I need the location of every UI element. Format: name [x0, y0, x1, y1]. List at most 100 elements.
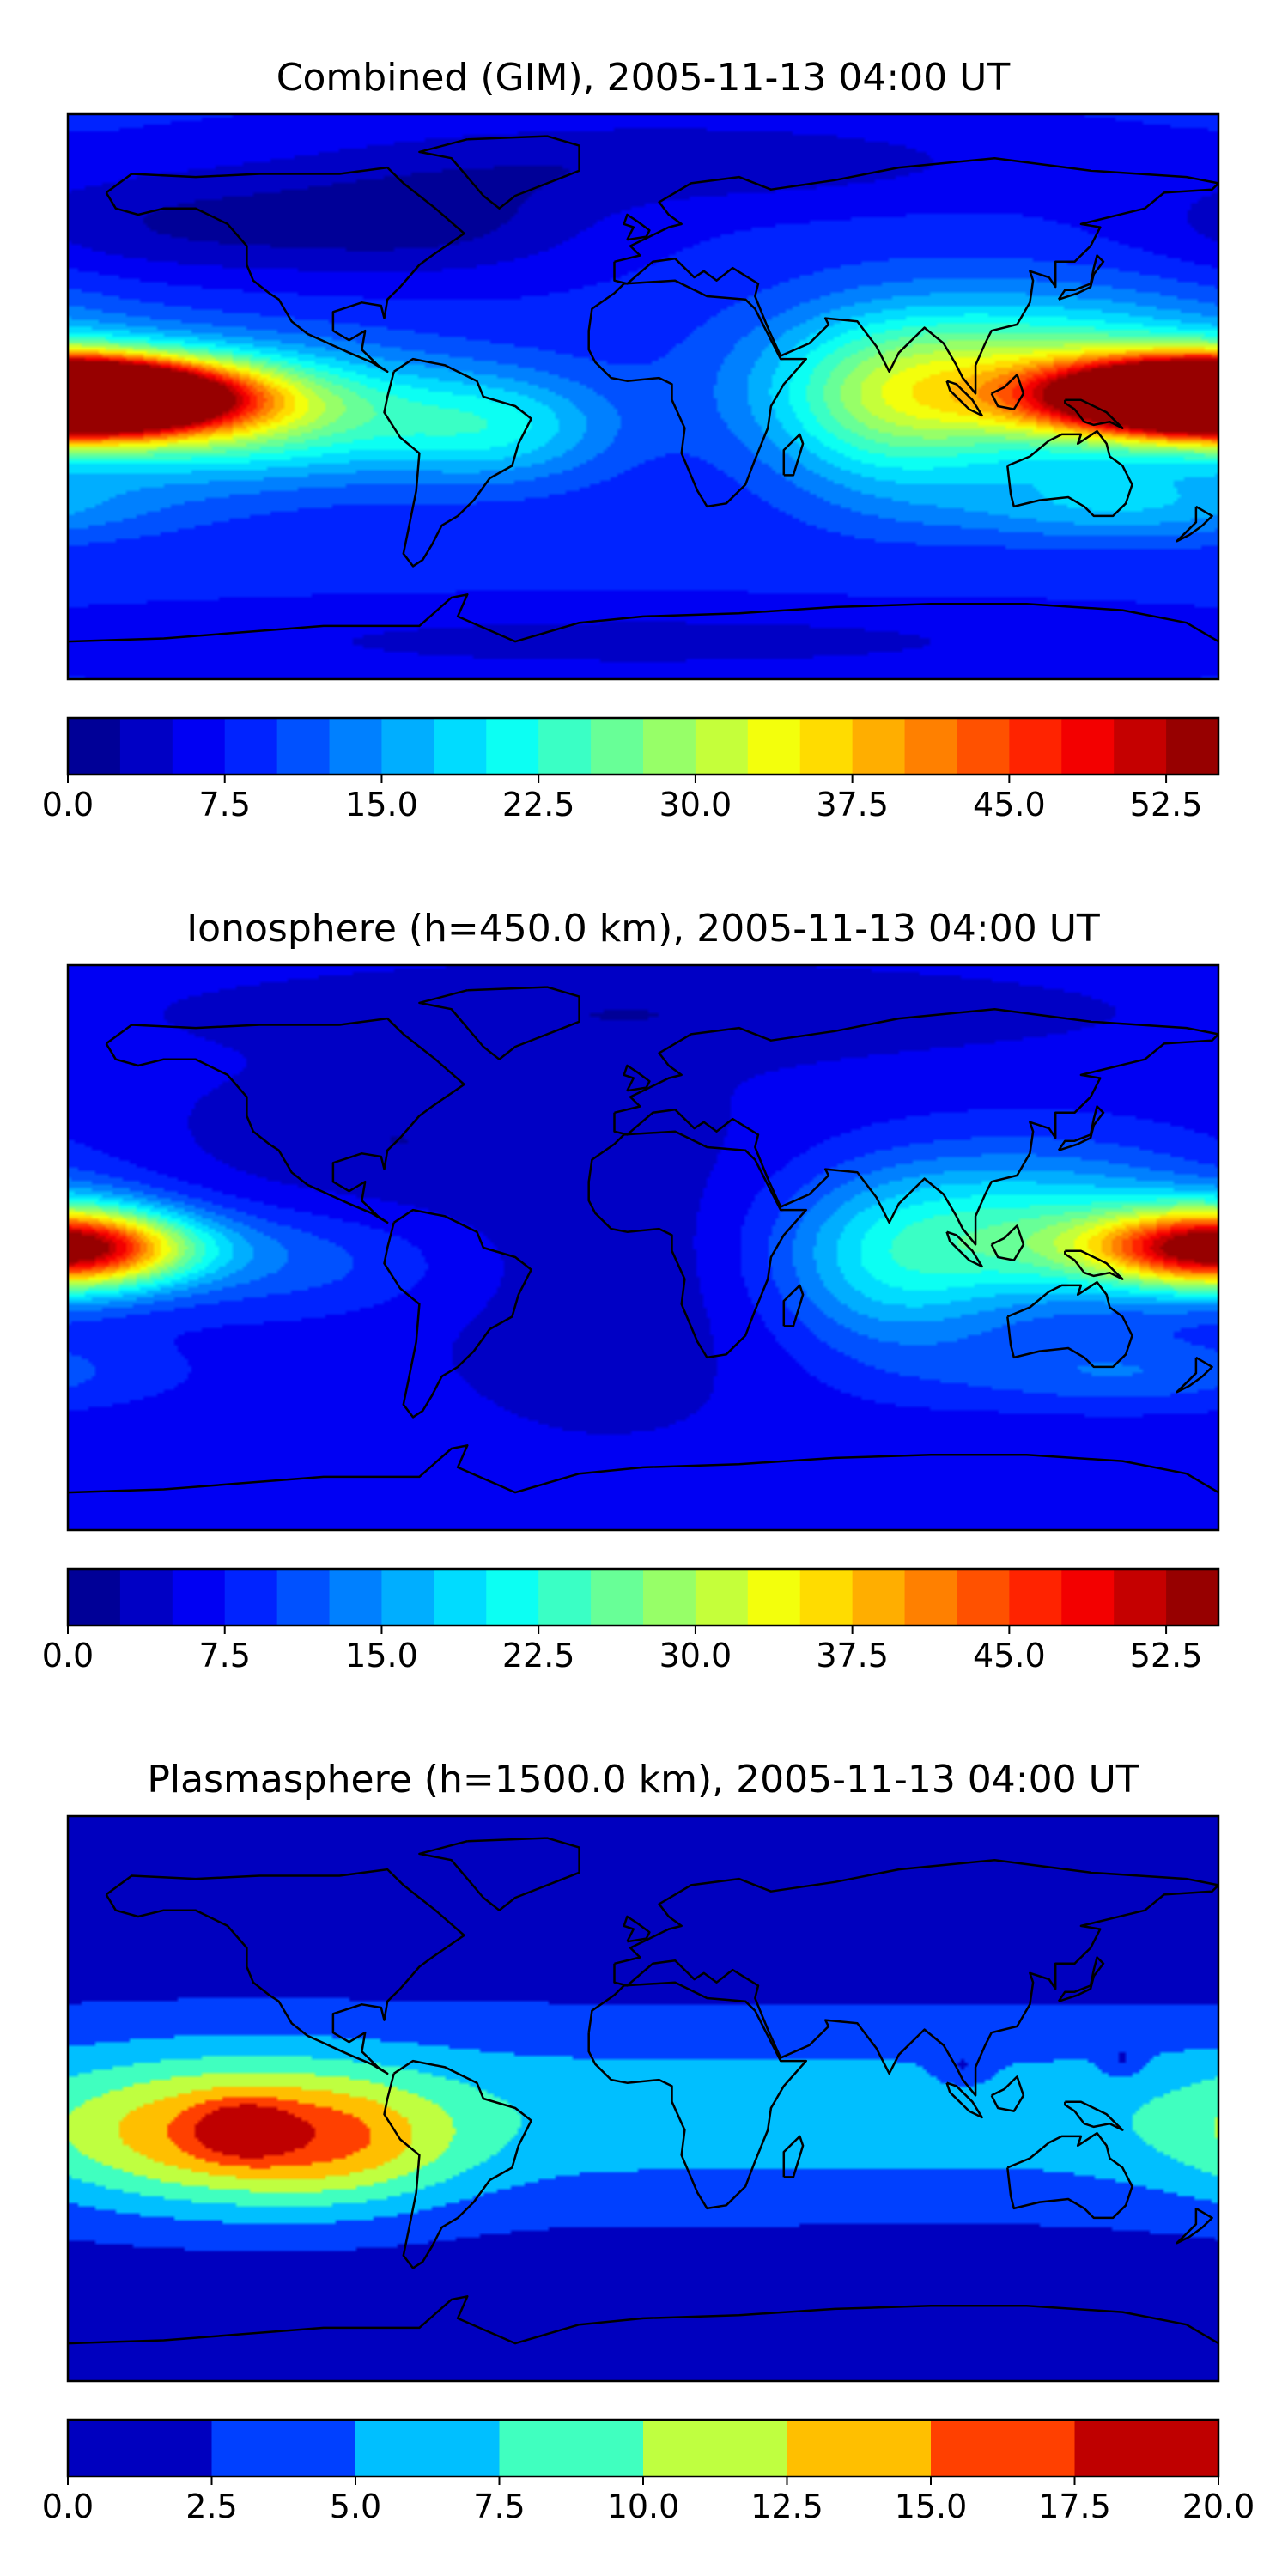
- colorbar-tick-label: 22.5: [502, 1637, 575, 1674]
- colorbar-segment: [695, 1569, 749, 1625]
- coastline-africa: [587, 279, 808, 508]
- colorbar-tick-label: 0.0: [42, 786, 94, 823]
- heatmap-plasmasphere: [68, 1816, 1218, 2381]
- coastline-greenland: [418, 1837, 580, 1911]
- coastline-new-zealand: [1176, 2207, 1213, 2245]
- coastlines-ionosphere: [68, 986, 1218, 1494]
- colorbar-segment: [852, 718, 906, 775]
- colorbar-segment: [499, 2420, 644, 2476]
- coastline-south-america: [383, 2059, 532, 2269]
- colorbar-segment: [276, 718, 331, 775]
- colorbar-segment: [1061, 1569, 1115, 1625]
- colorbar-segment: [591, 1569, 644, 1625]
- colorbar-tick-label: 17.5: [1038, 2488, 1111, 2525]
- coastline-south-america: [383, 357, 532, 568]
- colorbar-combined: 0.0 7.5 15.0 22.5 30.0 37.5 45.0 52.5: [42, 716, 1220, 823]
- colorbar-segment: [1009, 718, 1062, 775]
- map-frame-combined: [66, 112, 1220, 681]
- colorbar-segment: [957, 1569, 1010, 1625]
- coastline-eurasia: [613, 1007, 1218, 1246]
- colorbar-tick-label: 52.5: [1130, 786, 1203, 823]
- colorbar-tick-label: 30.0: [659, 1637, 732, 1674]
- coastline-sumatra: [945, 1230, 983, 1268]
- colorbar-segment: [486, 1569, 539, 1625]
- panel-title-ionosphere: Ionosphere (h=450.0 km), 2005-11-13 04:0…: [186, 907, 1100, 951]
- colorbar-segment: [787, 2420, 932, 2476]
- coastline-madagascar: [782, 2135, 805, 2178]
- colorbar-segment: [747, 718, 801, 775]
- coastline-australia: [1006, 1280, 1133, 1369]
- colorbar-segment: [1074, 2420, 1219, 2476]
- coastline-japan: [1057, 1105, 1105, 1151]
- colorbar-segment: [329, 1569, 383, 1625]
- colorbar-segment: [931, 2420, 1076, 2476]
- coastline-japan: [1057, 1956, 1105, 2002]
- colorbar-tick-label: 22.5: [502, 786, 575, 823]
- coastlines-plasmasphere: [68, 1837, 1218, 2345]
- colorbar-tick-label: 37.5: [816, 1637, 889, 1674]
- panel-combined: Combined (GIM), 2005-11-13 04:00 UT 0.0 7…: [42, 56, 1220, 823]
- colorbar-segment: [224, 1569, 278, 1625]
- colorbar-tick-label: 45.0: [973, 1637, 1046, 1674]
- colorbar-segment: [957, 718, 1010, 775]
- colorbar-segment: [119, 718, 173, 775]
- coastline-sumatra: [945, 2081, 983, 2119]
- colorbar-segment: [68, 1569, 121, 1625]
- colorbar-tick-label: 0.0: [42, 2488, 94, 2525]
- colorbar-segment: [799, 718, 854, 775]
- map-frame-plasmasphere: [66, 1814, 1220, 2383]
- heatmap-ionosphere: [68, 965, 1218, 1530]
- panel-title-plasmasphere: Plasmasphere (h=1500.0 km), 2005-11-13 0…: [147, 1758, 1139, 1801]
- colorbar-segment: [211, 2420, 356, 2476]
- colorbar-segment: [381, 718, 434, 775]
- colorbar-segment: [1061, 718, 1115, 775]
- colorbar-segment: [747, 1569, 801, 1625]
- colorbar-segment: [904, 1569, 958, 1625]
- colorbar-tick-label: 7.5: [473, 2488, 525, 2525]
- coastline-africa: [587, 1130, 808, 1359]
- coastline-new-zealand: [1176, 505, 1213, 543]
- colorbar-segment: [434, 1569, 487, 1625]
- colorbar-segment: [852, 1569, 906, 1625]
- coastline-new-guinea: [1064, 1249, 1124, 1280]
- coastline-north-america: [105, 1868, 465, 2075]
- map-frame-ionosphere: [66, 963, 1220, 1532]
- colorbar-segment: [538, 718, 592, 775]
- colorbar-segment: [591, 718, 644, 775]
- colorbar-tick-label: 30.0: [659, 786, 732, 823]
- colorbar-tick-label: 7.5: [199, 1637, 251, 1674]
- colorbar-segment: [643, 718, 696, 775]
- colorbar-segment: [172, 718, 226, 775]
- colorbar-tick-label: 52.5: [1130, 1637, 1203, 1674]
- coastline-sumatra: [945, 380, 983, 417]
- colorbar-tick-label: 2.5: [185, 2488, 237, 2525]
- coastline-antarctica: [68, 2295, 1218, 2345]
- colorbar-segment: [486, 718, 539, 775]
- colorbar-segment: [1166, 718, 1219, 775]
- coastline-south-america: [383, 1208, 532, 1419]
- coastline-new-guinea: [1064, 2100, 1124, 2131]
- panel-title-combined: Combined (GIM), 2005-11-13 04:00 UT: [276, 56, 1011, 100]
- coastline-borneo: [990, 1224, 1025, 1261]
- coastline-greenland: [418, 986, 580, 1060]
- colorbar-segment: [276, 1569, 331, 1625]
- coastline-borneo: [990, 374, 1025, 410]
- colorbar-ionosphere: 0.0 7.5 15.0 22.5 30.0 37.5 45.0 52.5: [42, 1567, 1220, 1674]
- colorbar-tick-label: 12.5: [750, 2488, 823, 2525]
- colorbar-segment: [68, 718, 121, 775]
- colorbar-segment: [224, 718, 278, 775]
- coastline-north-america: [105, 166, 465, 374]
- colorbar-tick-label: 37.5: [816, 786, 889, 823]
- colorbar-segment: [1114, 1569, 1167, 1625]
- colorbar-segment: [68, 2420, 213, 2476]
- coastline-antarctica: [68, 1444, 1218, 1494]
- coastline-new-guinea: [1064, 398, 1124, 429]
- colorbar-segment: [643, 2420, 788, 2476]
- colorbar-tick-label: 7.5: [199, 786, 251, 823]
- colorbar-segment: [434, 718, 487, 775]
- colorbar-tick-label: 5.0: [330, 2488, 381, 2525]
- coastline-madagascar: [782, 433, 805, 477]
- coastline-eurasia: [613, 1858, 1218, 2097]
- colorbar-tick-label: 15.0: [345, 1637, 418, 1674]
- colorbar-segment: [172, 1569, 226, 1625]
